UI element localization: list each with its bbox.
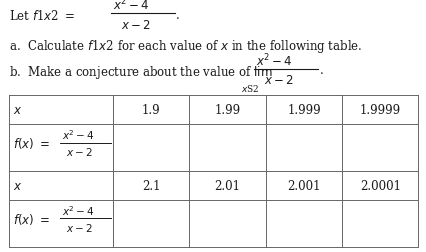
Text: $x - 2$: $x - 2$ bbox=[121, 19, 150, 32]
Text: $x^2 - 4$: $x^2 - 4$ bbox=[256, 52, 292, 69]
Text: 2.1: 2.1 bbox=[142, 179, 160, 192]
Text: $x - 2$: $x - 2$ bbox=[66, 146, 92, 158]
Text: .: . bbox=[319, 64, 322, 77]
Text: $x$: $x$ bbox=[13, 104, 22, 117]
Text: 2.01: 2.01 bbox=[214, 179, 240, 192]
Text: $x^2 - 4$: $x^2 - 4$ bbox=[62, 203, 94, 217]
Text: 1.99: 1.99 bbox=[214, 104, 240, 117]
Text: 1.9999: 1.9999 bbox=[359, 104, 400, 117]
Text: 1.9: 1.9 bbox=[141, 104, 160, 117]
Text: b.  Make a conjecture about the value of $\lim$: b. Make a conjecture about the value of … bbox=[9, 63, 272, 80]
Text: $x - 2$: $x - 2$ bbox=[263, 74, 293, 87]
Text: Let $f$1$x$2 $=$: Let $f$1$x$2 $=$ bbox=[9, 9, 74, 23]
Text: 2.0001: 2.0001 bbox=[359, 179, 400, 192]
Text: $f(x)$ $=$: $f(x)$ $=$ bbox=[13, 211, 49, 226]
Text: $x^2 - 4$: $x^2 - 4$ bbox=[62, 127, 94, 141]
Text: 1.999: 1.999 bbox=[286, 104, 320, 117]
Text: 2.001: 2.001 bbox=[287, 179, 320, 192]
Text: .: . bbox=[176, 9, 180, 22]
Text: a.  Calculate $f$1$x$2 for each value of $x$ in the following table.: a. Calculate $f$1$x$2 for each value of … bbox=[9, 38, 361, 55]
Text: $f(x)$ $=$: $f(x)$ $=$ bbox=[13, 136, 49, 150]
Text: $x$: $x$ bbox=[13, 179, 22, 192]
Text: $x$S2: $x$S2 bbox=[241, 83, 259, 94]
Text: $x - 2$: $x - 2$ bbox=[66, 222, 92, 233]
Text: $x^2 - 4$: $x^2 - 4$ bbox=[113, 0, 150, 13]
